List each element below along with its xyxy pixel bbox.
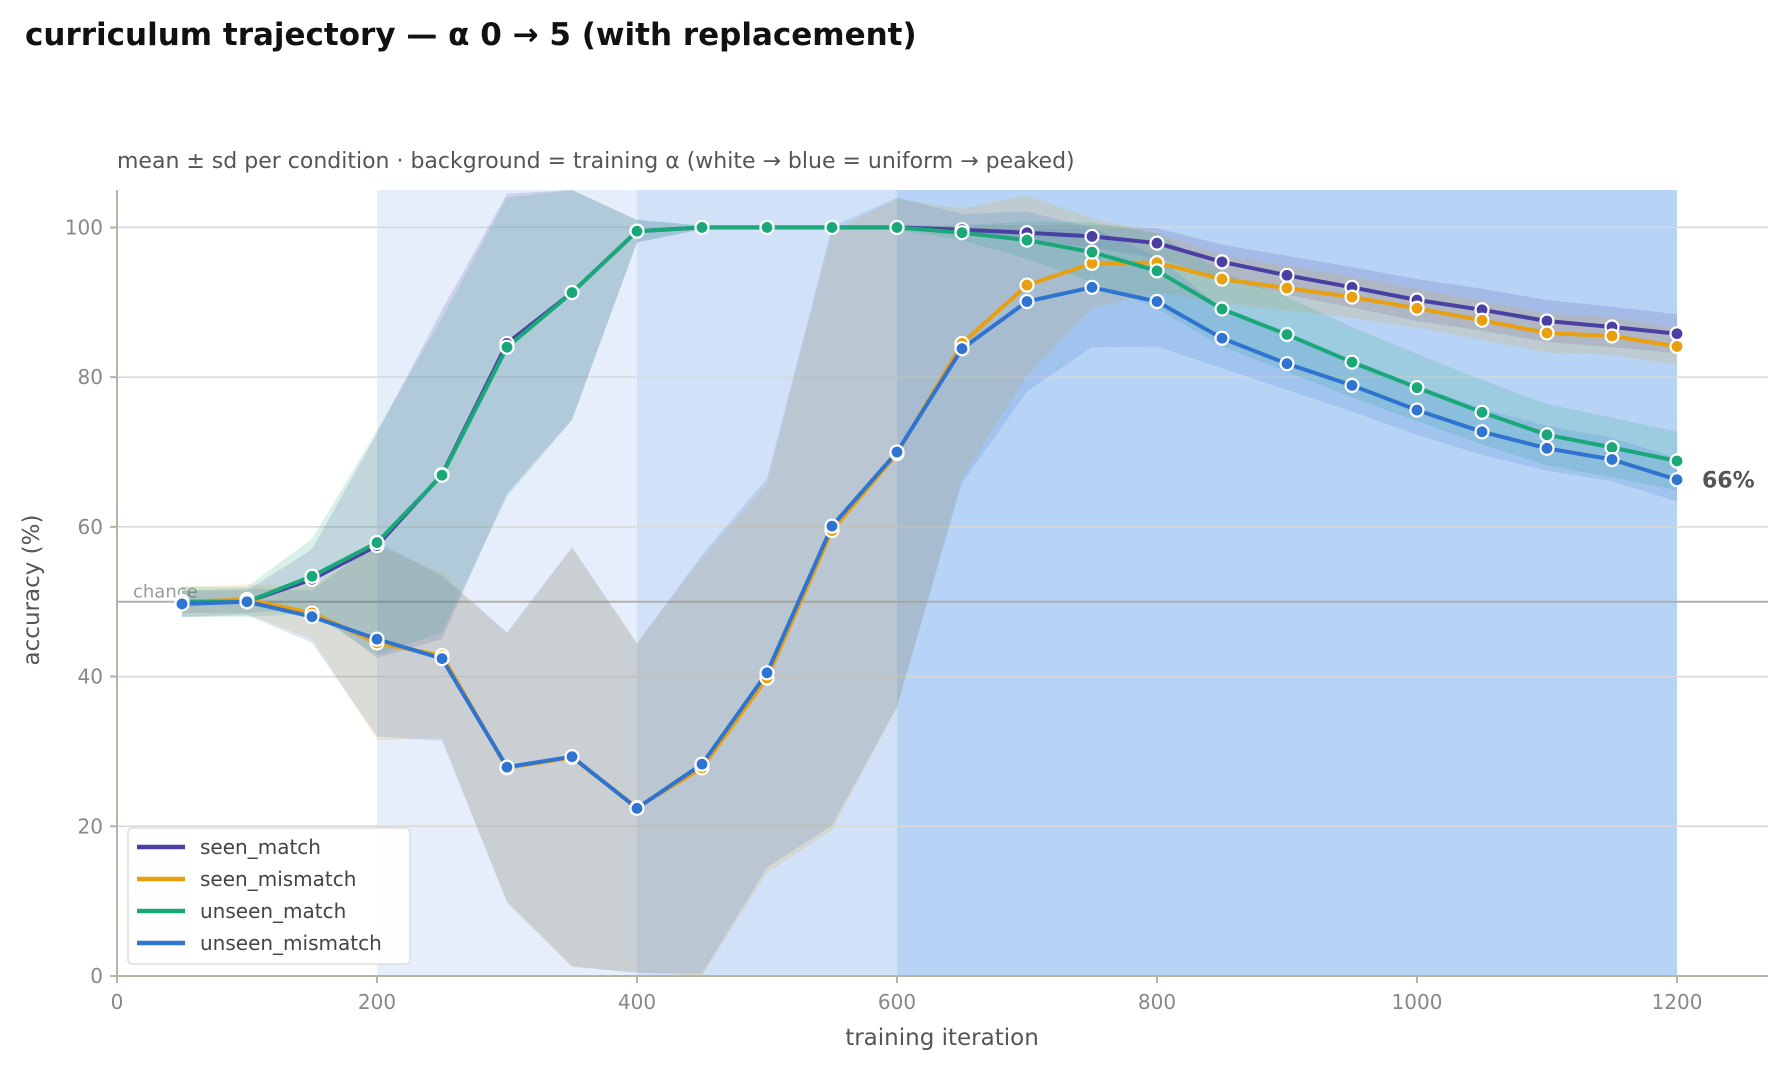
point-unseen_match (1474, 404, 1490, 420)
x-tick-label: 400 (618, 990, 656, 1014)
point-unseen_mismatch (434, 651, 450, 667)
point-unseen_mismatch (954, 341, 970, 357)
point-unseen_match (1214, 301, 1230, 317)
point-seen_mismatch (1214, 271, 1230, 287)
point-unseen_mismatch (564, 749, 580, 765)
point-unseen_mismatch (1539, 440, 1555, 456)
point-unseen_mismatch (759, 665, 775, 681)
x-tick-label: 200 (358, 990, 396, 1014)
point-unseen_match (434, 467, 450, 483)
point-unseen_match (889, 219, 905, 236)
chart-title: curriculum trajectory — α 0 → 5 (with re… (25, 17, 917, 53)
sd-band-unseen_mismatch (182, 197, 1677, 974)
point-unseen_match (1669, 453, 1685, 469)
series-lines (181, 225, 1678, 811)
y-axis-label: accuracy (%) (19, 515, 45, 666)
point-unseen_match (564, 284, 580, 301)
point-unseen_match (759, 219, 775, 236)
line-unseen_match (182, 225, 1678, 604)
y-tick-label: 80 (78, 365, 103, 389)
point-unseen_match (954, 225, 970, 241)
point-unseen_match (1539, 427, 1555, 443)
point-unseen_mismatch (629, 800, 645, 816)
point-unseen_mismatch (499, 759, 515, 775)
point-seen_mismatch (1604, 328, 1620, 344)
y-ticks: 0 20 40 60 80 100 (65, 215, 117, 988)
point-unseen_mismatch (1084, 279, 1100, 295)
point-unseen_match (629, 223, 645, 239)
point-seen_match (1669, 326, 1685, 342)
point-unseen_mismatch (694, 756, 710, 772)
y-tick-label: 0 (90, 964, 103, 988)
point-unseen_match (1084, 244, 1100, 260)
point-unseen_match (1149, 263, 1165, 279)
point-unseen_match (1019, 232, 1035, 248)
point-unseen_mismatch (174, 596, 190, 612)
point-unseen_mismatch (1279, 356, 1295, 372)
x-axis-label: training iteration (845, 1025, 1039, 1051)
line-unseen_mismatch (181, 285, 1678, 811)
point-seen_match (1084, 228, 1100, 245)
point-unseen_match (369, 534, 385, 551)
point-seen_match (1214, 254, 1230, 270)
background-band-0 (377, 190, 637, 976)
legend-label-unseen_match: unseen_match (200, 899, 346, 923)
point-seen_mismatch (1539, 325, 1555, 341)
point-unseen_mismatch (1019, 293, 1035, 310)
point-unseen_match (499, 339, 515, 355)
point-unseen_mismatch (1214, 330, 1230, 346)
point-seen_match (1149, 235, 1165, 251)
x-tick-label: 0 (111, 990, 124, 1014)
end-value-label: 66% (1702, 469, 1755, 494)
background-band-1 (637, 190, 897, 976)
x-tick-label: 1200 (1652, 990, 1703, 1014)
point-seen_mismatch (1279, 280, 1295, 296)
point-unseen_mismatch (1344, 377, 1360, 393)
point-unseen_mismatch (889, 444, 905, 460)
point-unseen_mismatch (304, 609, 320, 625)
chart-subtitle: mean ± sd per condition · background = t… (117, 149, 1075, 174)
point-unseen_mismatch (1474, 424, 1490, 440)
legend-box (127, 827, 411, 965)
legend-label-seen_match: seen_match (200, 835, 321, 859)
y-tick-label: 100 (65, 215, 103, 239)
point-unseen_mismatch (1604, 451, 1620, 468)
point-seen_mismatch (1019, 277, 1035, 293)
point-unseen_mismatch (239, 594, 255, 610)
x-tick-label: 1000 (1392, 990, 1443, 1014)
point-unseen_match (1279, 326, 1295, 343)
point-unseen_match (1409, 380, 1425, 396)
sd-band-seen_mismatch (182, 195, 1677, 976)
point-seen_mismatch (1409, 300, 1425, 316)
x-tick-label: 800 (1138, 990, 1176, 1014)
point-unseen_match (694, 219, 710, 236)
point-unseen_mismatch (1149, 293, 1165, 310)
x-tick-label: 600 (878, 990, 916, 1014)
background-bands (377, 190, 1677, 976)
legend: seen_match seen_mismatch unseen_matchunsee… (127, 827, 411, 965)
point-seen_mismatch (1669, 338, 1685, 355)
point-unseen_match (304, 568, 320, 584)
point-seen_mismatch (1344, 289, 1360, 305)
point-unseen_match (1344, 354, 1360, 370)
y-tick-label: 60 (78, 515, 103, 539)
point-unseen_mismatch (1669, 472, 1685, 488)
point-seen_mismatch (1474, 312, 1490, 328)
point-unseen_mismatch (1409, 402, 1425, 418)
point-seen_match (1279, 267, 1295, 283)
legend-label-seen_mismatch: seen_mismatch (200, 867, 356, 891)
x-ticks: 0 200 400 600 800 1000 1200 (111, 976, 1703, 1014)
axes (116, 190, 1768, 977)
y-tick-label: 20 (78, 814, 103, 838)
point-unseen_mismatch (824, 518, 840, 534)
point-unseen_match (824, 219, 840, 236)
series-points (174, 219, 1685, 816)
point-unseen_mismatch (369, 631, 385, 647)
legend-label-unseen_mismatch: unseen_mismatch (200, 931, 382, 955)
y-tick-label: 40 (78, 665, 103, 689)
